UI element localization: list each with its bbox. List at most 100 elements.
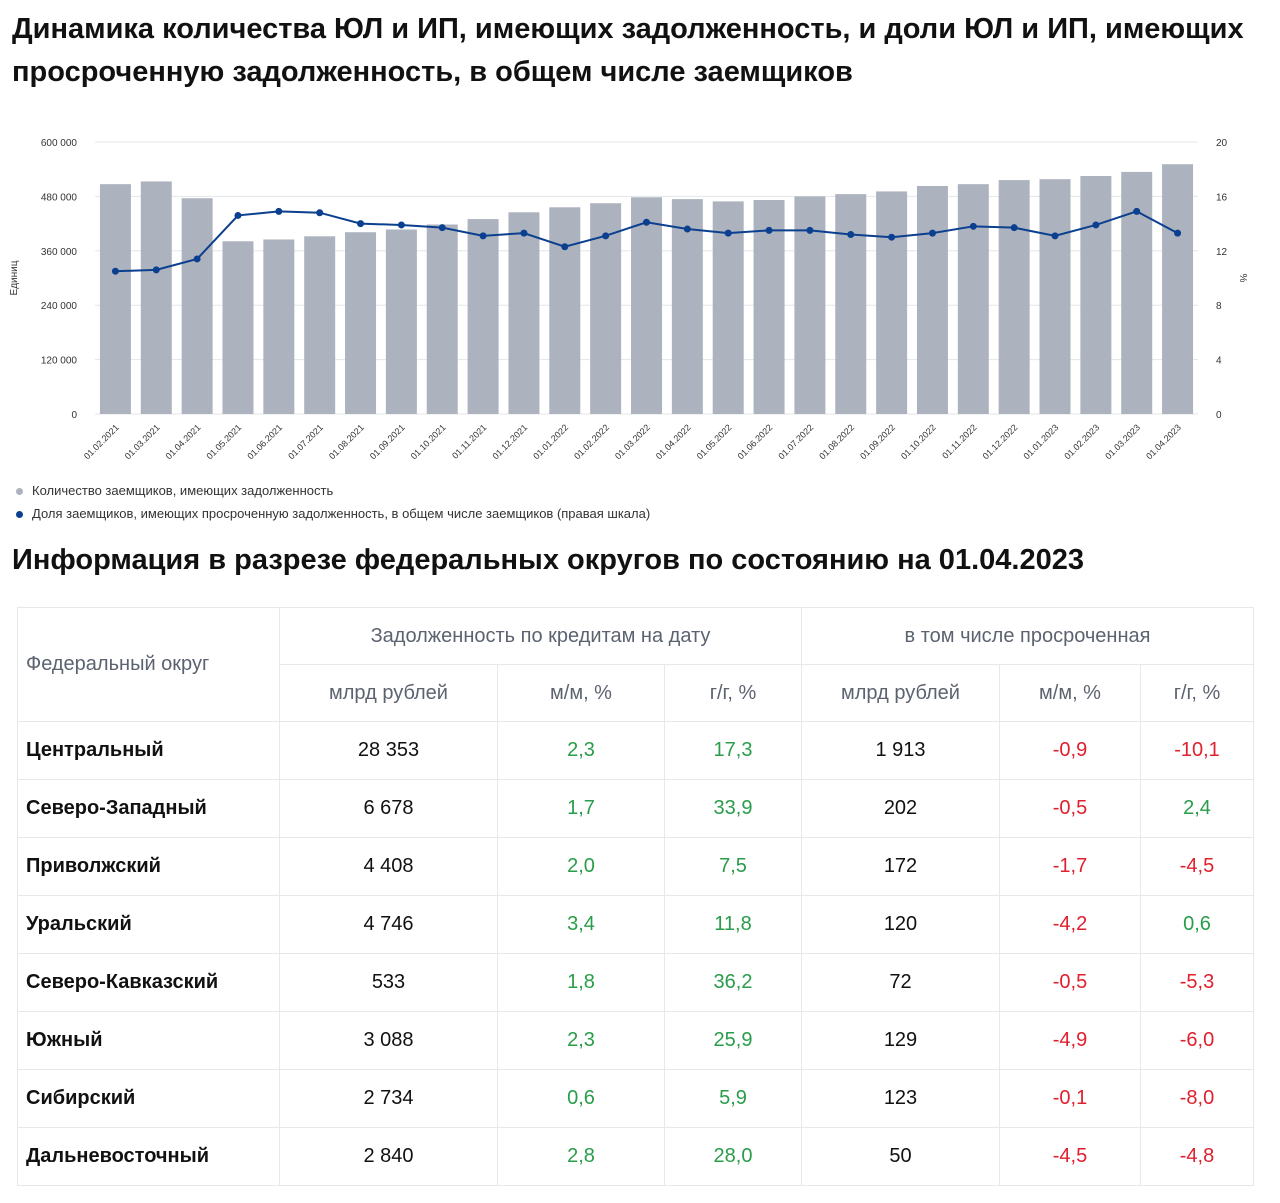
x-tick-label: 01.02.2023 xyxy=(1062,422,1101,461)
y2-tick-label: 0 xyxy=(1216,410,1222,421)
cell-value: 6 678 xyxy=(279,779,498,838)
x-tick-label: 01.01.2023 xyxy=(1022,422,1061,461)
bar xyxy=(549,207,581,414)
cell-value: -4,9 xyxy=(999,1011,1141,1070)
bar xyxy=(385,229,417,414)
cell-value: 17,3 xyxy=(664,721,802,780)
bar xyxy=(426,224,458,414)
line-point xyxy=(888,233,896,241)
cell-value: -8,0 xyxy=(1140,1069,1254,1128)
legend-label: Количество заемщиков, имеющих задолженно… xyxy=(32,483,334,498)
cell-value: 123 xyxy=(801,1069,1000,1128)
bar xyxy=(263,239,295,414)
line-point xyxy=(234,211,242,219)
line-point xyxy=(765,226,773,234)
legend-marker-icon xyxy=(16,488,23,496)
cell-value: 4 408 xyxy=(279,837,498,896)
x-tick-label: 01.05.2021 xyxy=(204,422,243,461)
y-tick-label: 480 000 xyxy=(41,192,78,203)
line-point xyxy=(111,267,119,275)
bar xyxy=(712,201,744,414)
line-point xyxy=(847,230,855,238)
bar xyxy=(835,194,867,414)
bar xyxy=(671,199,703,414)
legend-item-line: Доля заемщиков, имеющих просроченную зад… xyxy=(16,506,650,521)
subheader: г/г, % xyxy=(664,664,802,722)
cell-value: 28 353 xyxy=(279,721,498,780)
cell-value: 129 xyxy=(801,1011,1000,1070)
cell-value: 1,8 xyxy=(497,953,665,1012)
cell-value: 2 840 xyxy=(279,1127,498,1186)
subheader: млрд рублей xyxy=(801,664,1000,722)
table-row: Северо-Западный 6 678 1,7 33,9 202 -0,5 2,4 xyxy=(17,779,1254,838)
x-tick-label: 01.12.2022 xyxy=(981,422,1020,461)
x-tick-label: 01.03.2023 xyxy=(1103,422,1142,461)
bar xyxy=(304,236,336,414)
cell-value: 4 746 xyxy=(279,895,498,954)
x-tick-label: 01.06.2022 xyxy=(736,422,775,461)
table-row: Уральский 4 746 3,4 11,8 120 -4,2 0,6 xyxy=(17,895,1254,954)
bar xyxy=(876,191,908,414)
chart-title: Динамика количества ЮЛ и ИП, имеющих зад… xyxy=(12,13,1244,88)
cell-value: 7,5 xyxy=(664,837,802,896)
table-row: Приволжский 4 408 2,0 7,5 172 -1,7 -4,5 xyxy=(17,837,1254,896)
line-point xyxy=(479,232,487,240)
cell-value: 2,0 xyxy=(497,837,665,896)
bar xyxy=(957,184,989,414)
bar xyxy=(998,180,1030,414)
cell-value: 50 xyxy=(801,1127,1000,1186)
line-point xyxy=(357,220,365,228)
line-point xyxy=(683,225,691,233)
cell-value: -1,7 xyxy=(999,837,1141,896)
x-tick-label: 01.12.2021 xyxy=(490,422,529,461)
line-point xyxy=(1174,229,1182,237)
district-name: Сибирский xyxy=(17,1069,280,1128)
table-row: Дальневосточный 2 840 2,8 28,0 50 -4,5 -4,8 xyxy=(17,1127,1254,1186)
y2-tick-label: 8 xyxy=(1216,301,1222,312)
line-point xyxy=(316,209,324,217)
cell-value: -0,5 xyxy=(999,953,1141,1012)
line-point xyxy=(397,221,405,229)
bar xyxy=(916,185,948,414)
y-tick-label: 600 000 xyxy=(41,138,78,149)
table-title: Информация в разрезе федеральных округов… xyxy=(12,544,1084,576)
district-name: Дальневосточный xyxy=(17,1127,280,1186)
cell-value: 2,3 xyxy=(497,721,665,780)
line-point xyxy=(969,222,977,230)
subheader: г/г, % xyxy=(1140,664,1254,722)
x-tick-label: 01.11.2022 xyxy=(940,422,978,460)
legend-marker-icon xyxy=(16,511,23,519)
cell-value: 5,9 xyxy=(664,1069,802,1128)
legend-label: Доля заемщиков, имеющих просроченную зад… xyxy=(32,506,651,521)
bar xyxy=(181,198,213,414)
table-row: Южный 3 088 2,3 25,9 129 -4,9 -6,0 xyxy=(17,1011,1254,1070)
district-name: Приволжский xyxy=(17,837,280,896)
table-row: Центральный 28 353 2,3 17,3 1 913 -0,9 -10,1 xyxy=(17,721,1254,780)
cell-value: 0,6 xyxy=(497,1069,665,1128)
bar xyxy=(631,197,662,414)
table-row: Северо-Кавказский 533 1,8 36,2 72 -0,5 -5,3 xyxy=(17,953,1254,1012)
bar xyxy=(99,184,131,414)
cell-value: -4,5 xyxy=(1140,837,1254,896)
district-name: Центральный xyxy=(17,721,280,780)
line-point xyxy=(438,224,446,232)
y2-tick-label: 4 xyxy=(1216,356,1222,367)
header-overdue: в том числе просроченная xyxy=(801,607,1254,665)
x-tick-label: 01.10.2022 xyxy=(899,422,938,461)
bar xyxy=(1039,179,1071,414)
cell-value: 2,3 xyxy=(497,1011,665,1070)
bar xyxy=(753,200,785,414)
cell-value: 1,7 xyxy=(497,779,665,838)
cell-value: 72 xyxy=(801,953,1000,1012)
y2-axis-label: % xyxy=(1237,274,1248,283)
line-point xyxy=(724,229,732,237)
bar xyxy=(1080,176,1112,414)
x-tick-label: 01.04.2022 xyxy=(654,422,693,461)
line-point xyxy=(643,218,650,226)
cell-value: 3,4 xyxy=(497,895,665,954)
bar xyxy=(222,241,254,414)
y2-tick-label: 12 xyxy=(1216,247,1228,258)
table-row: Сибирский 2 734 0,6 5,9 123 -0,1 -8,0 xyxy=(17,1069,1254,1128)
line-point xyxy=(806,226,814,234)
x-tick-label: 01.02.2021 xyxy=(82,422,121,461)
